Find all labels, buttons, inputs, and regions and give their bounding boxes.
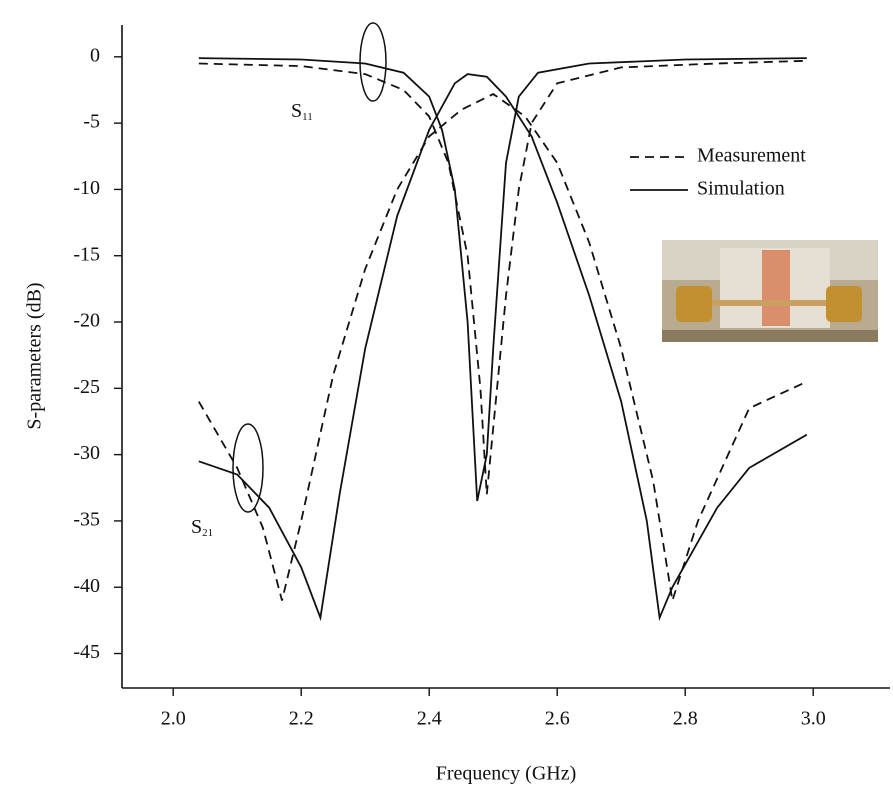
y-tick-label: -35 [73,509,100,531]
x-tick-label: 3.0 [801,708,826,730]
y-tick-label: 0 [90,44,100,66]
y-tick-label: -40 [73,575,100,597]
chart: Frequency (GHz) S-parameters (dB) 0 -5 -10… [0,0,893,791]
legend-label: Measurement [697,145,806,167]
annotation-subscript: 11 [302,111,313,123]
y-tick-label: -30 [73,442,100,464]
x-tick-label: 2.0 [161,708,186,730]
y-tick-label: -15 [73,243,100,265]
y-tick-label: -45 [73,641,100,663]
annotation-text: S [291,100,302,122]
series-line [199,94,807,601]
x-tick-label: 2.4 [417,708,442,730]
marker-ellipse [360,23,386,101]
x-axis-label: Frequency (GHz) [436,763,577,785]
y-tick-label: -20 [73,310,100,332]
inset-photo [662,240,878,342]
annotation: S11 [291,100,313,123]
annotation-text: S [191,516,202,538]
y-tick-label: -25 [73,376,100,398]
y-axis-label: S-parameters (dB) [24,282,46,429]
legend-label: Simulation [697,178,785,200]
x-tick-label: 2.8 [673,708,698,730]
annotation-subscript: 21 [202,527,213,539]
x-tick-label: 2.2 [289,708,314,730]
y-tick-label: -10 [73,177,100,199]
y-tick-label: -5 [83,111,100,133]
annotation: S21 [191,516,213,539]
x-tick-label: 2.6 [545,708,570,730]
